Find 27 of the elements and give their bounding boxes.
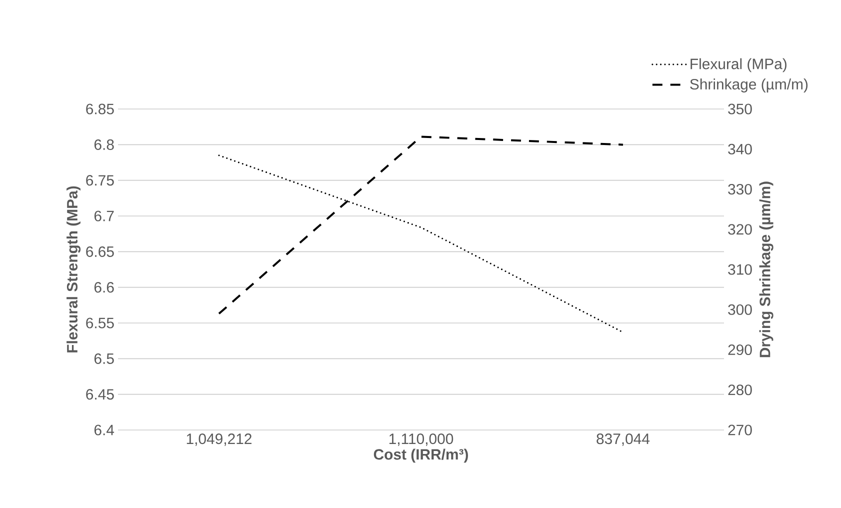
y2-tick-label: 310 (728, 264, 752, 275)
y-tick-label: 6.75 (86, 175, 114, 186)
y-tick-label: 6.85 (86, 104, 114, 114)
y2-tick-label: 270 (728, 424, 752, 436)
legend-label: Shrinkage (µm/m) (690, 78, 808, 92)
legend-label: Flexural (MPa) (690, 58, 786, 72)
y-tick-label: 6.4 (94, 424, 114, 436)
y-tick-label: 6.6 (94, 282, 114, 293)
y2-tick-label: 320 (728, 224, 752, 235)
y2-tick-label: 280 (728, 384, 752, 396)
y-tick-label: 6.5 (94, 353, 114, 364)
y2-tick-label: 290 (728, 344, 752, 356)
y2-tick-label: 340 (728, 144, 752, 154)
x-tick-label: 1,049,212 (186, 434, 252, 446)
y2-tick-label: 330 (728, 184, 752, 195)
y-tick-label: 6.8 (94, 139, 114, 150)
x-axis-title: Cost (IRR/m³) (374, 448, 468, 463)
x-tick-label: 1,110,000 (389, 434, 454, 446)
y-tick-label: 6.7 (94, 210, 114, 222)
y2-tick-label: 350 (728, 104, 752, 114)
y-tick-label: 6.55 (86, 318, 114, 328)
y2-axis-title: Drying Shrinkage (µm/m) (759, 182, 774, 358)
y-tick-label: 6.65 (86, 246, 114, 257)
y-tick-label: 6.45 (86, 389, 114, 400)
y-axis-title: Flexural Strength (MPa) (66, 186, 81, 352)
x-tick-label: 837,044 (596, 434, 650, 446)
y2-tick-label: 300 (728, 304, 752, 315)
